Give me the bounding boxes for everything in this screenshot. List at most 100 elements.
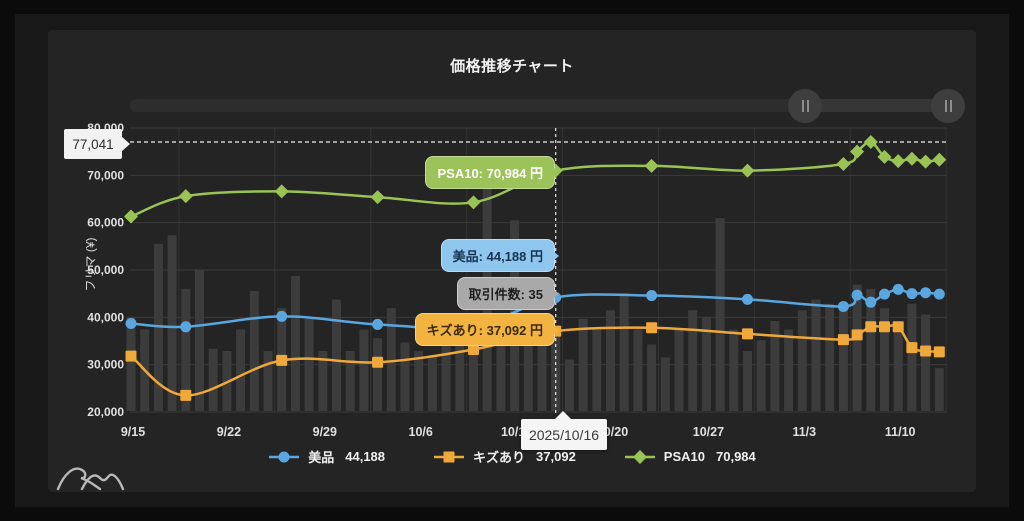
transaction-bar (236, 329, 246, 411)
data-point (372, 318, 384, 330)
legend-marker-circle-icon (269, 451, 300, 462)
date-range-slider-selection[interactable] (805, 99, 948, 112)
tooltip-excellent-condition: 美品: 44,188 円 (440, 239, 560, 272)
data-point (837, 334, 849, 346)
transaction-bar (838, 310, 848, 411)
x-tick-label: 10/27 (693, 425, 724, 439)
max-value-label: 77,041 (64, 129, 130, 159)
tooltip-damaged-condition: キズあり: 37,092 円 (414, 313, 560, 346)
date-range-slider-handle-right[interactable] (931, 89, 965, 123)
data-point (933, 346, 945, 358)
data-point (879, 321, 890, 333)
transaction-bar (332, 299, 341, 411)
data-point (740, 163, 755, 178)
data-point (904, 151, 919, 166)
data-point (180, 321, 192, 333)
legend-item-damaged[interactable]: キズあり 37,092 (433, 447, 576, 466)
data-point (851, 329, 863, 341)
transaction-bar (564, 359, 574, 411)
data-point (646, 322, 658, 334)
transaction-bar (318, 351, 328, 411)
data-point (877, 149, 892, 164)
y-tick-label: 60,000 (87, 216, 124, 230)
slider-handle-grip-icon (949, 100, 952, 112)
transaction-bar (729, 329, 739, 411)
transaction-bar (743, 351, 752, 411)
transaction-bar (619, 293, 629, 411)
transaction-bar (674, 329, 684, 411)
legend-value: 70,984 (716, 449, 756, 464)
transaction-bar (290, 276, 300, 411)
slider-handle-grip-icon (801, 100, 804, 112)
data-point (932, 152, 947, 167)
transaction-bar (715, 218, 725, 411)
transaction-bar (921, 314, 931, 411)
date-range-slider-handle-left[interactable] (788, 89, 822, 123)
y-tick-label: 50,000 (87, 263, 124, 277)
data-point (742, 293, 753, 305)
transaction-bar (606, 310, 615, 411)
slider-handle-grip-icon (944, 100, 947, 112)
transaction-bar (551, 336, 561, 411)
transaction-bar (907, 303, 917, 411)
transaction-bar (304, 318, 314, 411)
data-point (836, 156, 851, 171)
transaction-bar (784, 329, 794, 411)
data-point (644, 158, 659, 173)
data-point (892, 321, 904, 333)
transaction-bar (167, 235, 177, 411)
data-point (879, 288, 890, 300)
data-point (918, 154, 933, 169)
y-axis-title: フリマ (¥) (83, 237, 98, 292)
chart-title: 価格推移チャート (450, 58, 574, 75)
data-point (863, 135, 878, 150)
x-tick-label: 10/6 (409, 425, 433, 439)
transaction-bar (208, 348, 218, 411)
transaction-bar (414, 351, 424, 411)
transaction-bar (400, 342, 410, 411)
transaction-bar (578, 318, 588, 411)
data-point (865, 296, 877, 308)
slider-handle-grip-icon (806, 100, 809, 112)
transaction-bar (866, 288, 876, 411)
x-tick-label: 9/29 (313, 425, 337, 439)
data-point (125, 317, 137, 329)
data-point (468, 344, 479, 356)
data-point (837, 300, 849, 312)
data-point (892, 283, 904, 295)
y-tick-label: 20,000 (87, 405, 124, 419)
data-point (125, 350, 137, 362)
data-point (646, 290, 658, 302)
legend-value: 37,092 (536, 449, 576, 464)
transaction-bar (688, 310, 698, 411)
series-square (125, 321, 945, 401)
brand-logo (56, 467, 125, 491)
data-point (933, 288, 945, 300)
data-point (920, 287, 932, 299)
transaction-bar (756, 340, 766, 411)
date-range-slider-track[interactable] (130, 99, 965, 112)
transaction-bar (427, 355, 437, 411)
data-point (178, 189, 193, 204)
y-tick-label: 70,000 (87, 168, 124, 182)
transaction-bar (852, 284, 862, 411)
legend-item-excellent[interactable]: 美品 44,188 (268, 447, 385, 466)
transaction-bar (263, 351, 273, 411)
y-tick-label: 40,000 (87, 310, 124, 324)
x-tick-label: 11/3 (792, 425, 816, 439)
data-point (124, 209, 138, 224)
data-point (276, 310, 288, 322)
transaction-bar (880, 308, 889, 411)
data-point (180, 389, 192, 401)
tooltip-transaction-count: 取引件数: 35 (456, 277, 560, 310)
data-point (865, 321, 877, 333)
transaction-bar (181, 288, 191, 411)
data-point (370, 190, 385, 205)
transaction-bar (496, 325, 506, 411)
transaction-bar (592, 329, 602, 411)
data-point (920, 345, 932, 357)
transaction-bar (359, 329, 369, 411)
transaction-bar (825, 303, 835, 411)
legend-item-psa10[interactable]: PSA10 70,984 (624, 449, 756, 464)
